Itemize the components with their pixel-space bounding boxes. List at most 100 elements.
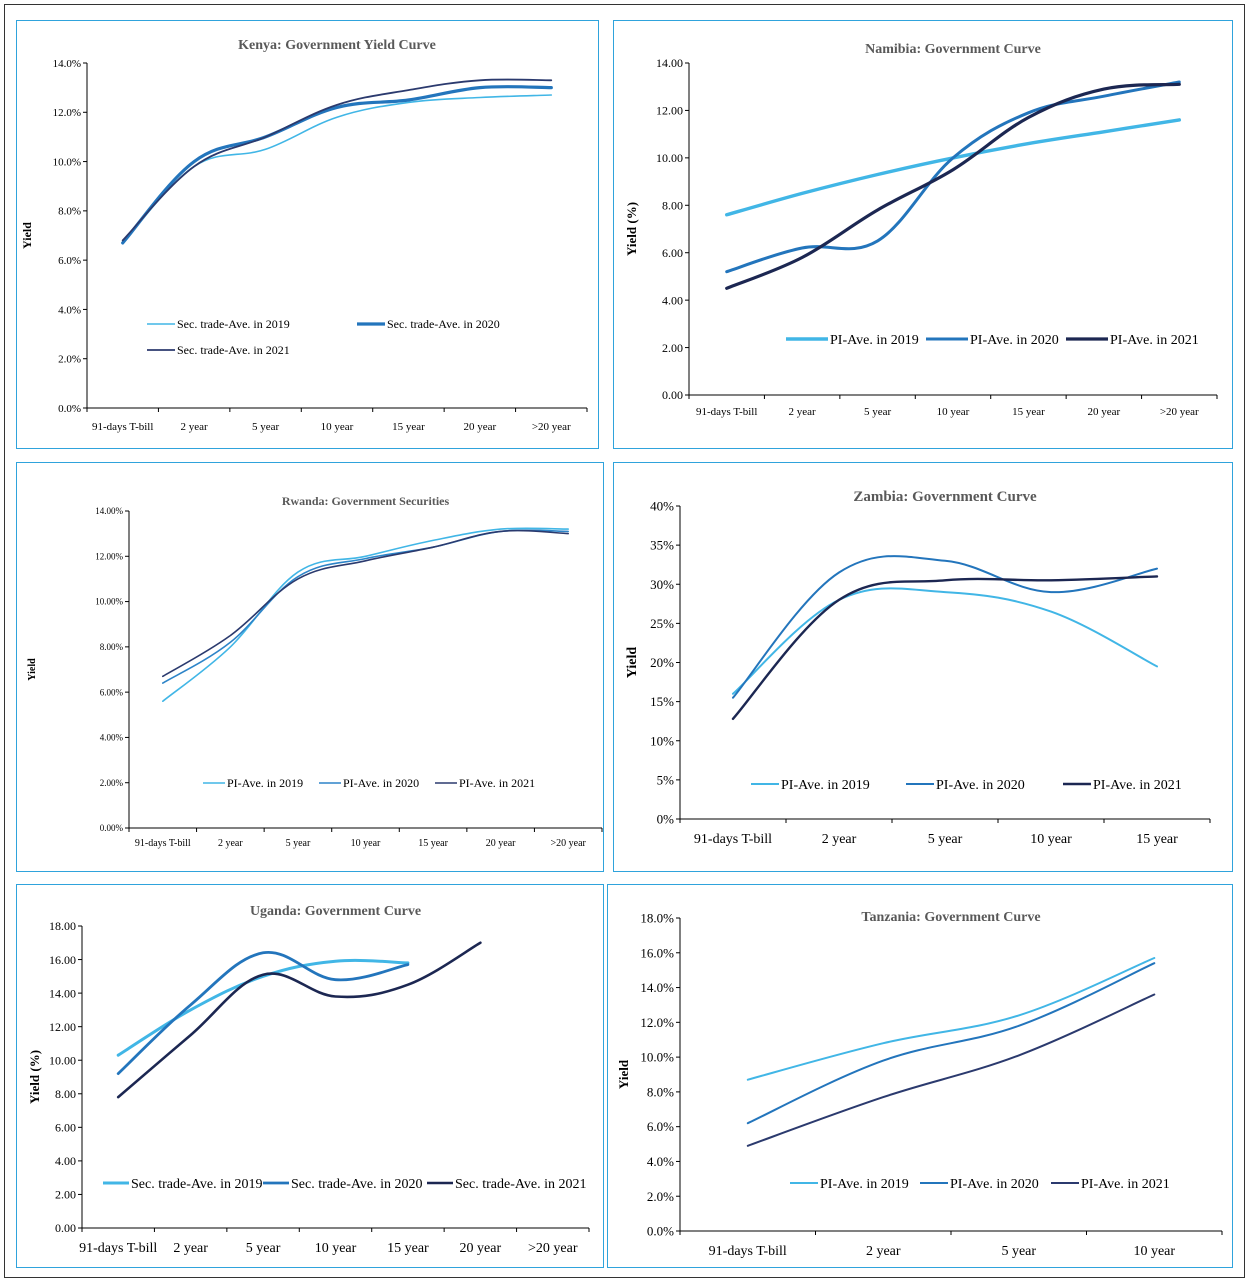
y-axis-label: Yield (%) bbox=[624, 202, 639, 256]
x-tick-label: 10 year bbox=[1133, 1244, 1175, 1259]
chart-svg: Namibia: Government Curve 0.00 2.00 4.00 6.0… bbox=[624, 42, 1218, 418]
series-line-pi-ave-in-2019 bbox=[732, 587, 1158, 695]
legend-item-sec-trade-ave-in-2019: Sec. trade-Ave. in 2019 bbox=[103, 1177, 263, 1192]
x-tick-label: 15 year bbox=[387, 1241, 429, 1256]
y-tick-label: 12.0% bbox=[640, 1015, 674, 1030]
y-axis-label: Yield bbox=[625, 647, 640, 679]
x-tick-label: 20 year bbox=[486, 838, 516, 849]
y-tick-label: 14.0% bbox=[53, 58, 81, 70]
y-tick-label: 0.00 bbox=[55, 1221, 76, 1235]
y-tick-label: 8.00 bbox=[662, 198, 683, 212]
x-tick-label: 10 year bbox=[315, 1241, 357, 1256]
x-tick-label: 15 year bbox=[1012, 406, 1045, 418]
x-tick-label: 10 year bbox=[1030, 832, 1072, 847]
y-tick-label: 35% bbox=[650, 538, 674, 553]
series-line-sec-trade-ave-in-2020 bbox=[121, 85, 553, 245]
y-axis-label: Yield (%) bbox=[27, 1050, 42, 1104]
legend-label: PI-Ave. in 2019 bbox=[227, 776, 303, 790]
y-tick-label: 10.0% bbox=[640, 1050, 674, 1065]
series-line-pi-ave-in-2021 bbox=[731, 575, 1159, 720]
y-tick-label: 0.00% bbox=[100, 823, 124, 833]
chart-panel-tanzania: Tanzania: Government Curve 0.0% 2.0% 4.0% 6.… bbox=[607, 884, 1233, 1268]
x-tick-label: 2 year bbox=[173, 1241, 208, 1256]
x-tick-label: 20 year bbox=[464, 421, 497, 433]
y-tick-label: 20% bbox=[650, 655, 674, 670]
y-tick-label: 0% bbox=[657, 812, 675, 827]
y-tick-label: 12.00% bbox=[95, 551, 123, 561]
series-line-pi-ave-in-2020 bbox=[746, 962, 1156, 1125]
series-line-sec-trade-ave-in-2019 bbox=[116, 958, 410, 1057]
legend-label: Sec. trade-Ave. in 2020 bbox=[291, 1177, 423, 1192]
y-tick-label: 16.0% bbox=[640, 945, 674, 960]
y-tick-label: 12.0% bbox=[53, 107, 81, 119]
y-tick-label: 4.00 bbox=[55, 1154, 76, 1168]
legend-item-sec-trade-ave-in-2021: Sec. trade-Ave. in 2021 bbox=[147, 343, 290, 357]
x-tick-label: 2 year bbox=[218, 838, 243, 849]
series-line-pi-ave-in-2019 bbox=[746, 957, 1156, 1081]
y-tick-label: 18.00 bbox=[49, 919, 76, 933]
y-tick-label: 30% bbox=[650, 577, 674, 592]
series-line-pi-ave-in-2020 bbox=[732, 555, 1158, 699]
legend-label: Sec. trade-Ave. in 2021 bbox=[455, 1177, 587, 1192]
x-tick-label: 91-days T-bill bbox=[709, 1244, 787, 1259]
chart-title: Tanzania: Government Curve bbox=[861, 910, 1040, 925]
y-tick-label: 2.00 bbox=[662, 341, 683, 355]
legend-item-pi-ave-in-2019: PI-Ave. in 2019 bbox=[790, 1177, 909, 1192]
x-tick-label: 5 year bbox=[1001, 1244, 1036, 1259]
legend-label: PI-Ave. in 2021 bbox=[1081, 1177, 1170, 1192]
legend-item-pi-ave-in-2020: PI-Ave. in 2020 bbox=[906, 778, 1025, 793]
x-tick-label: 10 year bbox=[937, 406, 970, 418]
y-tick-label: 6.00 bbox=[662, 246, 683, 260]
y-tick-label: 10.00 bbox=[656, 151, 683, 165]
y-axis-label: Yield bbox=[27, 658, 38, 681]
chart-title: Rwanda: Government Securities bbox=[282, 494, 450, 508]
legend-label: Sec. trade-Ave. in 2019 bbox=[177, 317, 290, 331]
y-tick-label: 4.00% bbox=[100, 733, 124, 743]
y-tick-label: 4.0% bbox=[647, 1154, 674, 1169]
chart-title: Uganda: Government Curve bbox=[250, 904, 421, 919]
chart-title: Namibia: Government Curve bbox=[865, 42, 1041, 57]
y-tick-label: 0.0% bbox=[58, 403, 81, 415]
x-tick-label: 91-days T-bill bbox=[694, 832, 772, 847]
x-tick-label: 5 year bbox=[928, 832, 963, 847]
legend-label: PI-Ave. in 2019 bbox=[781, 778, 870, 793]
y-tick-label: 6.0% bbox=[58, 255, 81, 267]
x-tick-label: 2 year bbox=[866, 1244, 901, 1259]
series-line-pi-ave-in-2020 bbox=[162, 529, 569, 684]
x-tick-label: 15 year bbox=[1136, 832, 1178, 847]
legend-item-pi-ave-in-2021: PI-Ave. in 2021 bbox=[1063, 778, 1182, 793]
legend-label: PI-Ave. in 2021 bbox=[1093, 778, 1182, 793]
chart-panel-kenya: Kenya: Government Yield Curve 0.0% 2.0% 4.0… bbox=[16, 20, 599, 449]
y-tick-label: 10% bbox=[650, 733, 674, 748]
y-tick-label: 2.00% bbox=[100, 778, 124, 788]
legend-label: Sec. trade-Ave. in 2021 bbox=[177, 343, 290, 357]
x-tick-label: 5 year bbox=[286, 838, 311, 849]
y-tick-label: 2.00 bbox=[55, 1188, 76, 1202]
x-tick-label: >20 year bbox=[528, 1241, 578, 1256]
y-tick-label: 4.00 bbox=[662, 293, 683, 307]
y-axis-label: Yield bbox=[20, 222, 34, 249]
series-line-pi-ave-in-2021 bbox=[725, 82, 1181, 290]
figure-frame bbox=[4, 4, 1245, 1278]
legend-label: Sec. trade-Ave. in 2019 bbox=[131, 1177, 263, 1192]
legend-item-pi-ave-in-2021: PI-Ave. in 2021 bbox=[435, 776, 535, 790]
y-tick-label: 14.00% bbox=[95, 506, 123, 516]
chart-panel-zambia: Zambia: Government Curve 0% 5% 10% 15% 20% 25%… bbox=[613, 462, 1233, 872]
y-tick-label: 10.00% bbox=[95, 597, 123, 607]
y-tick-label: 18.0% bbox=[640, 911, 674, 926]
x-tick-label: 2 year bbox=[181, 421, 209, 433]
y-tick-label: 2.0% bbox=[647, 1189, 674, 1204]
y-tick-label: 14.00 bbox=[49, 986, 76, 1000]
y-tick-label: 8.00% bbox=[100, 642, 124, 652]
chart-panel-uganda: Uganda: Government Curve 0.00 2.00 4.00 6.00… bbox=[16, 884, 604, 1268]
y-tick-label: 14.0% bbox=[640, 980, 674, 995]
x-tick-label: 5 year bbox=[864, 406, 892, 418]
y-tick-label: 10.0% bbox=[53, 156, 81, 168]
chart-panel-namibia: Namibia: Government Curve 0.00 2.00 4.00 6.0… bbox=[613, 20, 1233, 449]
series-line-sec-trade-ave-in-2021 bbox=[121, 78, 553, 242]
x-tick-label: 91-days T-bill bbox=[79, 1241, 157, 1256]
chart-svg: Kenya: Government Yield Curve 0.0% 2.0% 4.0… bbox=[20, 38, 588, 433]
y-tick-label: 40% bbox=[650, 499, 674, 514]
x-tick-label: 10 year bbox=[321, 421, 354, 433]
chart-svg: Zambia: Government Curve 0% 5% 10% 15% 20% 25%… bbox=[625, 489, 1211, 847]
